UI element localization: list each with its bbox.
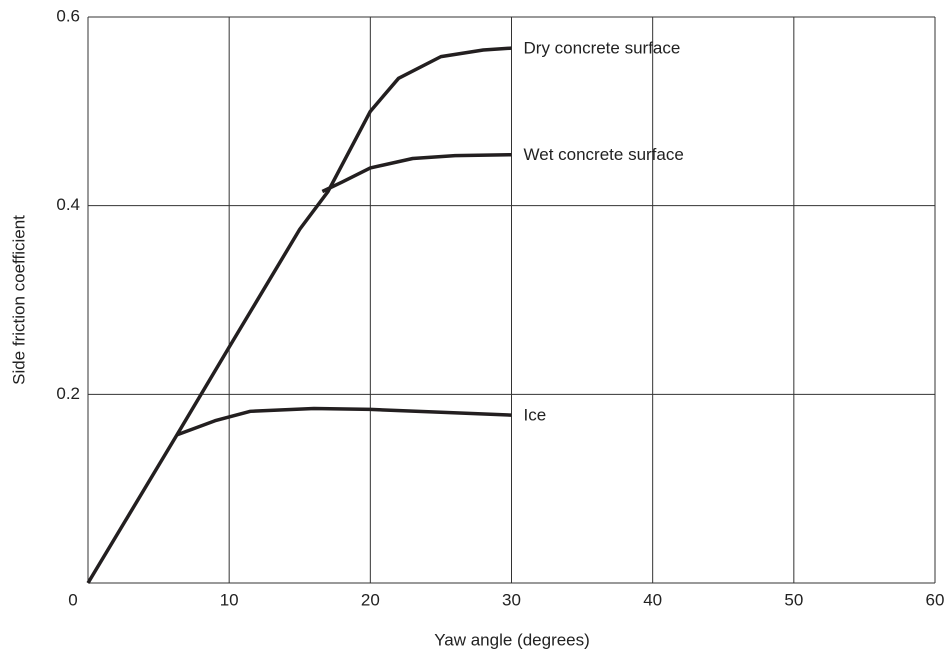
series-label: Ice <box>524 406 547 425</box>
series-label: Wet concrete surface <box>524 145 684 164</box>
series-line <box>321 152 512 194</box>
y-tick-label: 0.6 <box>56 6 80 25</box>
x-tick-label: 10 <box>220 590 239 609</box>
series-line <box>86 46 512 584</box>
y-tick-label: 0.4 <box>56 195 80 214</box>
series-label: Dry concrete surface <box>524 39 681 58</box>
x-axis-label: Yaw angle (degrees) <box>434 630 590 649</box>
x-tick-label: 20 <box>361 590 380 609</box>
x-tick-label: 50 <box>784 590 803 609</box>
x-tick-label: 40 <box>643 590 662 609</box>
x-tick-label: 30 <box>502 590 521 609</box>
series-line <box>176 406 512 437</box>
y-tick-label: 0.2 <box>56 384 80 403</box>
y-axis-label: Side friction coefficient <box>9 215 28 385</box>
x-tick-label: 60 <box>926 590 945 609</box>
x-tick-label: 0 <box>68 590 77 609</box>
